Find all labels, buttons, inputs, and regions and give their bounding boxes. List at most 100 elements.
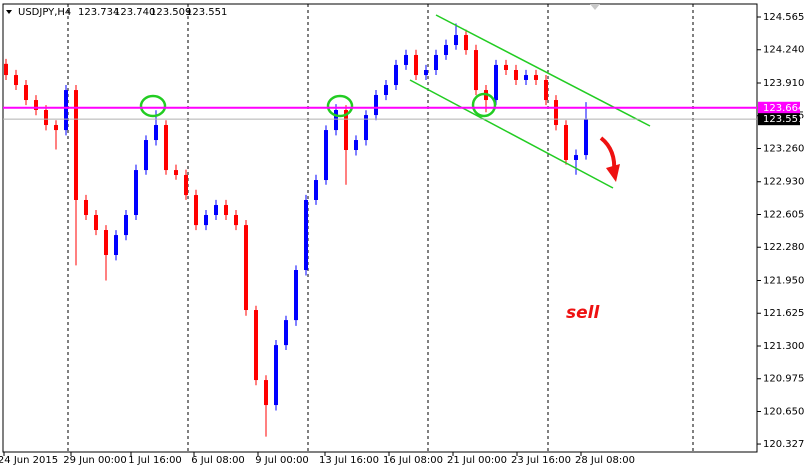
candle-body bbox=[14, 75, 18, 86]
x-tick-label: 23 Jul 16:00 bbox=[511, 455, 571, 466]
x-tick-label: 21 Jul 00:00 bbox=[447, 455, 507, 466]
candle-body bbox=[164, 125, 168, 171]
candle-body bbox=[564, 125, 568, 160]
candle-body bbox=[244, 225, 248, 311]
symbol: USDJPY,H4 bbox=[18, 7, 71, 18]
annotation: sell bbox=[566, 303, 600, 323]
circle bbox=[471, 92, 497, 118]
price-label: 123.551 bbox=[763, 114, 804, 125]
candle-body bbox=[234, 215, 238, 226]
candle-body bbox=[584, 119, 588, 156]
header-value: 123.509 bbox=[150, 7, 191, 18]
arrow-head bbox=[606, 164, 620, 182]
plot-frame bbox=[2, 3, 758, 453]
y-tick-label: 124.565 bbox=[763, 12, 804, 23]
x-tick-label: 24 Jun 2015 bbox=[0, 455, 58, 466]
candle-body bbox=[194, 195, 198, 226]
header-value: 123.734 bbox=[78, 7, 119, 18]
candle-body bbox=[4, 63, 8, 76]
x-tick-label: 1 Jul 16:00 bbox=[128, 455, 182, 466]
y-tick-label: 123.260 bbox=[763, 143, 804, 154]
candle-body bbox=[54, 125, 58, 131]
y-tick-label: 120.975 bbox=[763, 374, 804, 385]
candle-body bbox=[374, 94, 378, 116]
plot bbox=[4, 23, 588, 437]
candle-body bbox=[294, 270, 298, 321]
candle-body bbox=[274, 345, 278, 406]
candle-body bbox=[184, 174, 188, 196]
price-label: 123.664 bbox=[763, 103, 804, 114]
candle-body bbox=[384, 85, 388, 95]
candle-body bbox=[174, 170, 178, 175]
candle-body bbox=[214, 205, 218, 216]
y-tick-label: 120.650 bbox=[763, 406, 804, 417]
candle-body bbox=[144, 140, 148, 171]
candle-body bbox=[94, 215, 98, 231]
candle-body bbox=[324, 130, 328, 181]
shift-marker bbox=[590, 4, 600, 10]
candle-body bbox=[364, 115, 368, 141]
candle-body bbox=[314, 180, 318, 200]
y-tick-label: 122.930 bbox=[763, 177, 804, 188]
x-tick-label: 29 Jun 00:00 bbox=[63, 455, 127, 466]
candle-body bbox=[454, 35, 458, 46]
candle-body bbox=[474, 50, 478, 91]
x-tick-label: 16 Jul 08:00 bbox=[383, 455, 443, 466]
candle-body bbox=[434, 54, 438, 71]
candle-body bbox=[414, 54, 418, 76]
candle-body bbox=[404, 54, 408, 65]
y-tick-label: 124.240 bbox=[763, 45, 804, 56]
y-tick-label: 121.950 bbox=[763, 275, 804, 286]
candle-body bbox=[104, 230, 108, 256]
candle-body bbox=[504, 64, 508, 71]
price-label-box bbox=[758, 113, 800, 126]
y-tick-label: 121.300 bbox=[763, 341, 804, 352]
x-tick-label: 9 Jul 00:00 bbox=[255, 455, 309, 466]
circle bbox=[139, 94, 167, 118]
candle-body bbox=[554, 100, 558, 126]
x-tick-label: 6 Jul 08:00 bbox=[191, 455, 245, 466]
candle-body bbox=[254, 310, 258, 381]
menu-icon bbox=[6, 10, 12, 14]
candle-body bbox=[424, 70, 428, 76]
candle-body bbox=[354, 140, 358, 151]
candle-body bbox=[544, 79, 548, 101]
candle-body bbox=[24, 85, 28, 101]
x-tick-label: 13 Jul 16:00 bbox=[319, 455, 379, 466]
y-tick-label: 122.280 bbox=[763, 242, 804, 253]
candle-body bbox=[514, 70, 518, 80]
candle-body bbox=[394, 64, 398, 86]
y-tick-label: 123.910 bbox=[763, 78, 804, 89]
candle-body bbox=[124, 215, 128, 236]
channel-bottom bbox=[409, 79, 614, 189]
candle-body bbox=[84, 199, 88, 216]
candle-body bbox=[304, 199, 308, 271]
candle-body bbox=[534, 75, 538, 80]
y-tick-label: 122.605 bbox=[763, 209, 804, 220]
candle-body bbox=[74, 90, 78, 200]
candle-body bbox=[114, 235, 118, 256]
candle-body bbox=[524, 75, 528, 80]
y-tick-label: 121.625 bbox=[763, 308, 804, 319]
candle-body bbox=[134, 170, 138, 216]
header-value: 123.740 bbox=[114, 7, 155, 18]
candle-body bbox=[494, 64, 498, 101]
candle-body bbox=[264, 380, 268, 406]
candle-body bbox=[464, 35, 468, 51]
candle-body bbox=[64, 90, 68, 131]
circle bbox=[326, 94, 354, 118]
price-label-box bbox=[758, 101, 800, 114]
drawings bbox=[139, 14, 651, 189]
candle-body bbox=[154, 125, 158, 141]
candle-body bbox=[444, 45, 448, 55]
candle-body bbox=[224, 205, 228, 216]
candle-body bbox=[284, 320, 288, 346]
candle-body bbox=[334, 110, 338, 131]
candle-body bbox=[44, 110, 48, 126]
x-tick-label: 28 Jul 08:00 bbox=[575, 455, 635, 466]
y-tick-label: 120.327 bbox=[763, 439, 804, 450]
candle-body bbox=[204, 215, 208, 226]
candle-body bbox=[574, 155, 578, 160]
candle-body bbox=[344, 110, 348, 151]
